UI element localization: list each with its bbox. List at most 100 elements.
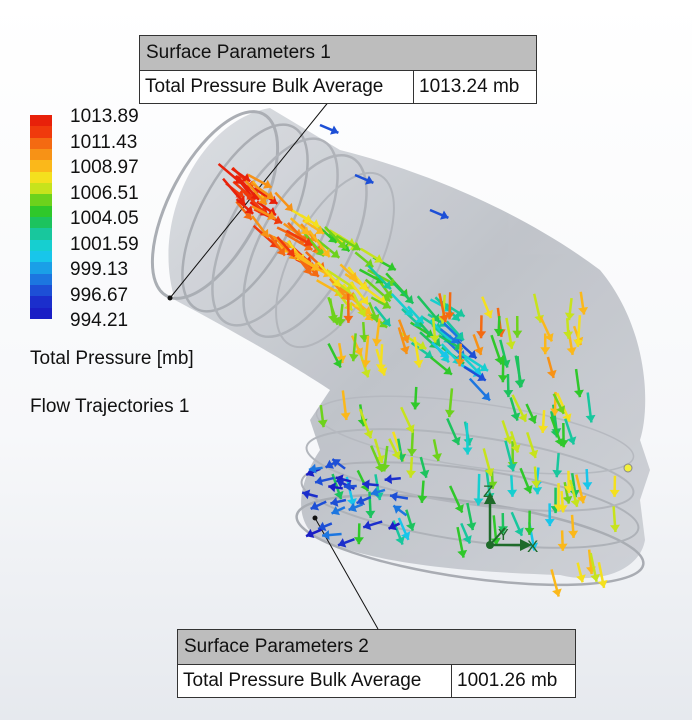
flow-arrow-head — [531, 480, 542, 488]
flow-arrow-head — [404, 307, 413, 316]
flow-arrow-head — [347, 498, 357, 507]
flow-arrow-head — [609, 524, 620, 532]
flow-arrow-head — [284, 202, 294, 212]
flow-arrow-head — [332, 459, 341, 468]
triad-y-label: Y — [498, 527, 509, 544]
legend-color-band — [30, 148, 52, 161]
legend-color-band — [30, 228, 52, 240]
flow-arrow-head — [365, 175, 374, 185]
flow-arrow-head — [236, 195, 246, 205]
flow-arrow-head — [357, 308, 367, 317]
flow-arrow-head — [523, 484, 533, 494]
flow-arrow-head — [336, 478, 345, 488]
flow-arrow-head — [419, 469, 430, 478]
flow-arrow-head — [440, 210, 449, 220]
flow-arrow-head — [457, 549, 468, 558]
coordinate-triad: Z Y X — [483, 482, 538, 556]
flow-arrow-head — [506, 463, 517, 472]
flow-arrow-head — [576, 495, 587, 504]
flow-arrow-head — [582, 482, 593, 490]
callout-2-anchor — [312, 515, 318, 521]
flow-arrow-head — [451, 312, 460, 321]
flow-arrow-head — [429, 335, 440, 343]
flow-arrow-head — [315, 225, 324, 235]
legend-tick: 1013.89 — [70, 106, 139, 127]
flow-arrow-head — [353, 347, 363, 356]
flow-arrow-head — [518, 413, 528, 422]
flow-arrow-head — [524, 527, 535, 535]
flow-arrow-head — [510, 412, 521, 421]
flow-arrow-head — [564, 312, 575, 321]
flow-arrow-head — [527, 414, 537, 424]
legend-color-band — [30, 194, 52, 206]
flow-arrow-head — [481, 391, 490, 401]
flow-arrow-head — [552, 588, 562, 597]
flow-arrow-head — [375, 274, 384, 284]
flow-arrow-head — [399, 345, 410, 354]
flow-arrow-head — [474, 346, 484, 355]
flow-arrow-head — [546, 369, 557, 378]
flow-arrow-head — [395, 536, 405, 545]
flow-arrow-head — [333, 359, 342, 368]
flow-arrow-head — [330, 497, 339, 507]
flow-arrow-head — [400, 334, 411, 343]
flow-arrow-head — [348, 502, 357, 512]
flow-arrow-head — [340, 291, 349, 301]
flow-arrow-head — [568, 530, 579, 538]
flow-arrow-head — [544, 519, 555, 527]
flow-arrow-head — [387, 262, 396, 271]
param-name: Total Pressure Bulk Average — [145, 76, 384, 97]
flow-arrow-head — [303, 214, 312, 223]
flow-arrow-head — [363, 520, 372, 531]
flow-arrow-head — [276, 246, 285, 256]
legend-tick: 994.21 — [70, 310, 129, 331]
flow-arrow-head — [439, 349, 449, 358]
flow-arrow-head — [343, 481, 351, 492]
param-value: 1013.24 mb — [413, 71, 524, 103]
flow-arrow-head — [573, 339, 584, 347]
flow-trajectories-label[interactable]: Flow Trajectories 1 — [30, 396, 190, 417]
flow-arrow-head — [590, 573, 601, 582]
flow-arrow-head — [443, 366, 452, 375]
flow-trajectory-arrows — [217, 123, 620, 597]
flow-arrow-head — [318, 521, 327, 532]
flow-arrow-head — [303, 242, 313, 251]
flow-arrow-head — [377, 367, 388, 376]
flow-arrow-head — [363, 429, 374, 439]
legend-tick: 1004.05 — [70, 208, 139, 229]
flow-arrow-head — [432, 453, 442, 461]
legend-color-band — [30, 250, 52, 263]
flow-arrow-head — [365, 510, 376, 518]
flow-arrow-head — [233, 175, 243, 184]
flow-arrow-head — [286, 247, 295, 257]
legend-tick: 996.67 — [70, 284, 129, 306]
flow-arrow-head — [405, 424, 415, 433]
flow-arrow-head — [406, 448, 417, 456]
flow-arrow-head — [334, 490, 344, 500]
surface-parameters-2-callout[interactable]: Surface Parameters 2 Total Pressure Bulk… — [177, 629, 576, 698]
surface-parameters-1-callout[interactable]: Surface Parameters 1 Total Pressure Bulk… — [139, 35, 537, 104]
flow-arrow-head — [303, 237, 313, 247]
legend-color-band — [30, 205, 52, 217]
flow-arrow-head — [405, 522, 416, 531]
flow-arrow-head — [417, 495, 428, 503]
flow-arrow-head — [476, 331, 487, 339]
flow-arrow-head — [538, 425, 549, 433]
flow-arrow-head — [554, 437, 565, 447]
flow-arrow-head — [505, 341, 516, 349]
flow-arrow-head — [562, 413, 572, 422]
flow-arrow-head — [340, 412, 351, 420]
flow-arrow-head — [382, 300, 391, 309]
legend-color-band — [30, 115, 52, 127]
flow-arrow-head — [327, 314, 338, 323]
flow-arrow-head — [321, 248, 330, 258]
legend-tick: 1008.97 — [70, 157, 139, 178]
legend-color-band — [30, 126, 52, 138]
callout-1-anchor — [167, 295, 173, 301]
flow-arrow-head — [343, 315, 354, 323]
legend-tick: 1006.51 — [70, 182, 139, 204]
flow-arrow-head — [573, 389, 584, 398]
flow-arrow-head — [360, 359, 371, 368]
flow-arrow-head — [330, 125, 339, 135]
